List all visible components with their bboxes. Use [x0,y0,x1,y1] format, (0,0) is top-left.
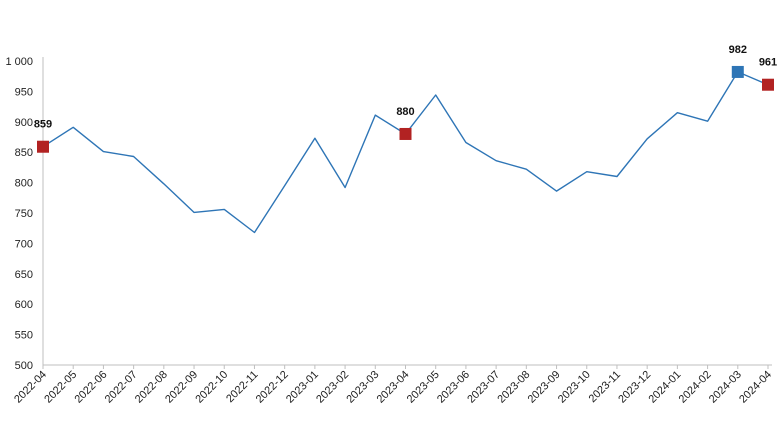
y-tick-label: 750 [15,208,33,220]
x-tick-label: 2024-03 [707,369,744,406]
y-tick-label: 850 [15,147,33,159]
x-tick-label: 2024-01 [646,369,683,406]
highlight-group: 859 880 982 961 [34,44,777,153]
data-label: 982 [729,44,747,56]
series-line [43,72,768,233]
x-tick-label: 2023-12 [616,369,653,406]
data-label: 961 [759,57,777,69]
y-tick-label: 800 [15,178,33,190]
x-tick-label: 2023-07 [465,369,502,406]
x-axis: 2022-042022-052022-062022-072022-082022-… [12,365,774,406]
x-tick-label: 2022-08 [133,369,170,406]
x-tick-label: 2023-08 [495,369,532,406]
x-tick-label: 2022-06 [73,369,110,406]
highlight-marker [732,66,744,78]
x-tick-label: 2023-03 [344,369,381,406]
y-tick-label: 900 [15,117,33,129]
x-tick-label: 2023-02 [314,369,351,406]
x-tick-label: 2022-09 [163,369,200,406]
y-tick-label: 500 [15,360,33,372]
y-axis: 500 550 600 650 700 750 800 850 900 950 1 000 [5,56,43,372]
y-tick-label: 700 [15,238,33,250]
y-tick-label: 650 [15,269,33,281]
y-tick-label: 1 000 [5,56,33,68]
x-tick-label: 2023-05 [405,369,442,406]
x-tick-label: 2022-05 [42,369,79,406]
x-tick-label: 2022-04 [12,369,49,406]
series-group [43,72,768,233]
data-label: 880 [396,106,414,118]
x-tick-label: 2024-02 [677,369,714,406]
y-tick-label: 950 [15,86,33,98]
x-tick-label: 2023-04 [375,369,412,406]
y-tick-label: 600 [15,299,33,311]
x-tick-label: 2024-04 [737,369,774,406]
x-tick-label: 2023-10 [556,369,593,406]
highlight-marker [762,79,774,91]
x-tick-label: 2022-10 [193,369,230,406]
highlight-marker [37,141,49,153]
x-tick-label: 2022-07 [103,369,140,406]
x-tick-label: 2023-06 [435,369,472,406]
highlight-marker [400,128,412,140]
y-tick-label: 550 [15,330,33,342]
data-label: 859 [34,119,52,131]
x-tick-label: 2023-01 [284,369,321,406]
x-tick-label: 2023-09 [526,369,563,406]
x-tick-label: 2022-12 [254,369,291,406]
